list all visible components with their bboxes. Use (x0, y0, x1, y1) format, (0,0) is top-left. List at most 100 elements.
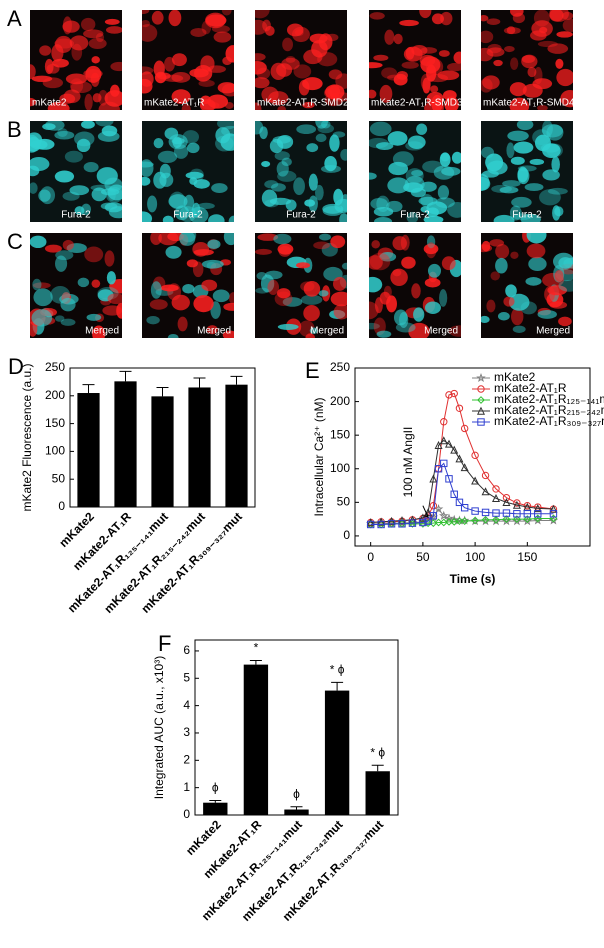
cell (182, 284, 195, 294)
cell (528, 256, 547, 272)
cell (277, 105, 286, 110)
cell (321, 121, 331, 129)
cell (221, 10, 232, 16)
cell (388, 161, 409, 176)
cell (62, 20, 80, 33)
cell (541, 121, 553, 137)
cell (216, 121, 234, 130)
cell (149, 299, 168, 310)
cell (537, 40, 558, 48)
cell (495, 244, 510, 259)
data-point (513, 510, 521, 518)
cell (495, 257, 508, 274)
data-point (492, 515, 500, 524)
cell (329, 84, 341, 98)
y-tick-label: 0 (183, 807, 190, 821)
y-tick-label: 50 (52, 471, 66, 485)
cell (224, 102, 234, 109)
y-tick-label: 0 (58, 499, 65, 513)
cell (481, 176, 491, 191)
cell (303, 280, 321, 297)
image-caption: Fura-2 (61, 210, 91, 221)
cell (451, 151, 461, 164)
cell (315, 133, 327, 143)
cell (386, 295, 397, 313)
y-axis-label: Integrated AUC (a.u., x10³) (152, 656, 166, 799)
cell (105, 26, 122, 34)
significance-mark: * (254, 641, 259, 655)
cell (376, 195, 390, 213)
cell (44, 244, 62, 253)
cell (433, 165, 455, 180)
cell (189, 68, 209, 78)
cell (92, 93, 102, 103)
cell (255, 60, 267, 75)
cell (197, 202, 215, 210)
x-tick-label: 0 (367, 550, 374, 564)
x-tick-label: 150 (517, 550, 537, 564)
cell (392, 269, 402, 277)
cell (142, 24, 158, 42)
bar (77, 393, 100, 507)
data-point (460, 517, 469, 526)
legend-marker (477, 385, 485, 393)
data-point (481, 487, 490, 496)
data-point (444, 513, 454, 523)
cell (55, 255, 68, 272)
cell (486, 160, 508, 175)
cell (340, 148, 347, 161)
y-axis-label: mKate2 Fluorescence (a.u.) (20, 363, 34, 511)
data-point (429, 512, 438, 520)
cell (55, 250, 74, 261)
cell (341, 262, 347, 270)
image-caption: Fura-2 (173, 210, 203, 221)
bar (225, 384, 248, 507)
cell (369, 62, 383, 69)
cell (547, 43, 569, 54)
y-tick-label: 3 (183, 725, 190, 739)
cell (179, 206, 197, 222)
legend-marker (476, 406, 486, 415)
cell (324, 93, 343, 107)
cell (59, 93, 76, 104)
cell (201, 259, 224, 269)
cell (256, 271, 267, 280)
cell (326, 33, 339, 42)
cell (162, 215, 174, 222)
cell (212, 289, 230, 303)
cell (481, 315, 490, 323)
data-point (513, 499, 521, 507)
cell (526, 243, 546, 259)
cell (157, 150, 178, 163)
cell (85, 65, 102, 83)
cell (97, 130, 120, 142)
cell (373, 54, 389, 61)
cell (104, 18, 120, 25)
data-point (471, 476, 480, 485)
y-tick-label: 100 (330, 461, 350, 475)
cell (332, 276, 347, 291)
legend-label: mKate2-AT₁R (494, 381, 567, 395)
image-caption: mKate2 (32, 98, 67, 109)
data-point (450, 490, 458, 498)
cell (401, 256, 416, 269)
data-point (419, 518, 427, 527)
cell (525, 277, 542, 286)
cell (276, 63, 293, 77)
cell (274, 151, 290, 161)
data-point (445, 475, 453, 483)
cell (31, 309, 53, 327)
cell (190, 27, 207, 37)
cell (83, 162, 99, 173)
cell (80, 17, 96, 31)
y-tick-label: 4 (183, 698, 190, 712)
cell (481, 146, 495, 159)
cell (33, 288, 53, 307)
data-point (512, 515, 521, 524)
cell (70, 78, 84, 94)
micrograph (30, 233, 122, 338)
legend-label: mKate2-AT₁R₃₀₉₋₃₂₇mut (494, 414, 604, 428)
cell (308, 173, 318, 191)
y-tick-label: 150 (45, 416, 65, 430)
